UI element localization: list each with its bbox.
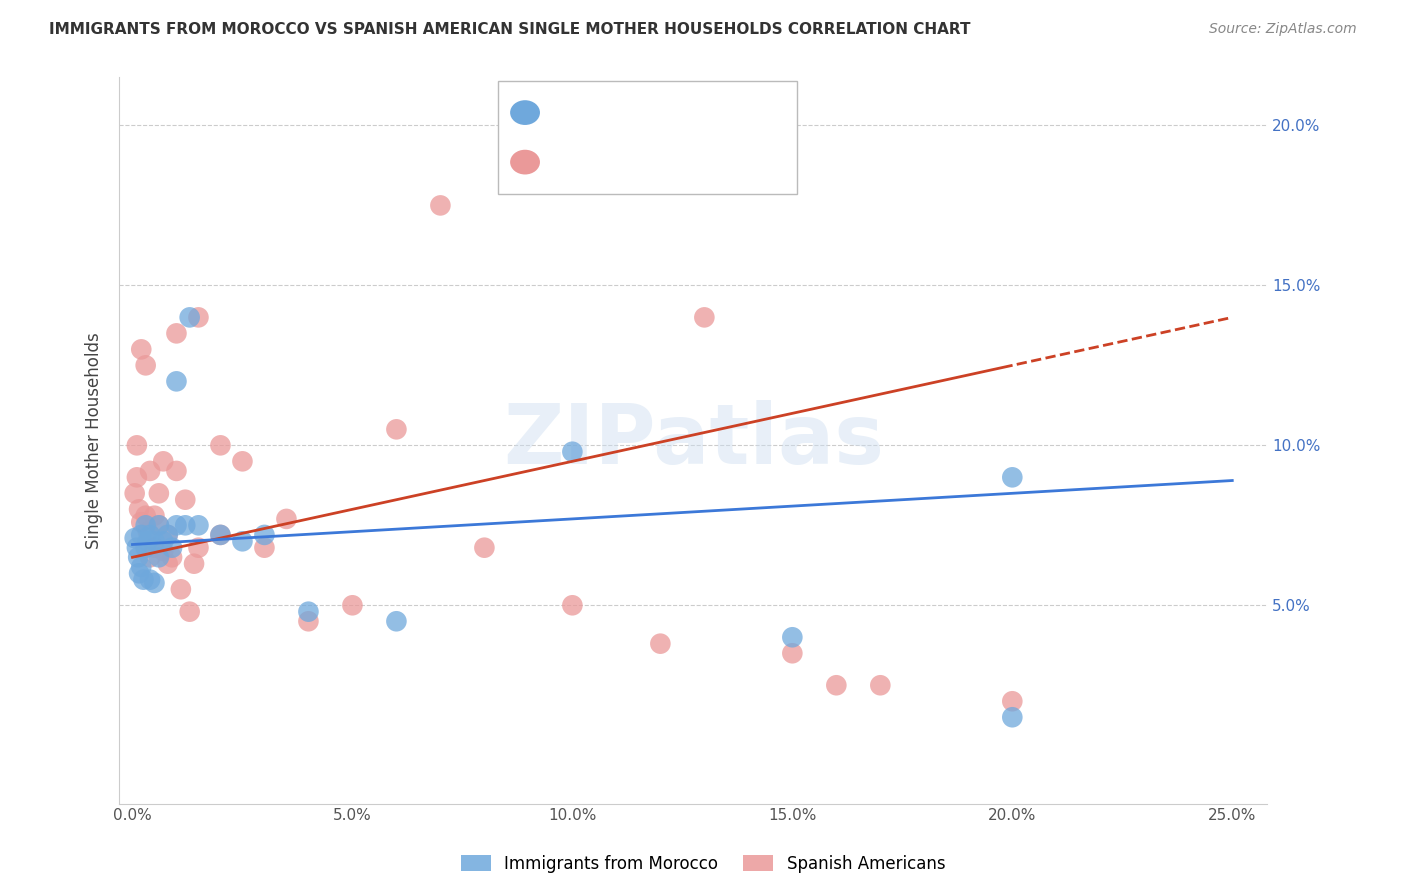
Point — [869, 678, 891, 692]
Point — [297, 605, 319, 619]
Point — [1001, 710, 1024, 724]
Point — [170, 582, 193, 597]
Point — [143, 541, 166, 555]
Point — [209, 438, 232, 452]
Point — [561, 444, 583, 458]
Point — [187, 518, 209, 533]
Point — [209, 528, 232, 542]
Point — [127, 550, 149, 565]
Point — [129, 560, 152, 574]
Point — [136, 534, 159, 549]
Point — [179, 605, 201, 619]
Point — [187, 541, 209, 555]
Legend: Immigrants from Morocco, Spanish Americans: Immigrants from Morocco, Spanish America… — [454, 848, 952, 880]
Text: ZIPatlas: ZIPatlas — [503, 400, 884, 481]
Point — [128, 502, 150, 516]
Point — [297, 614, 319, 628]
Point — [132, 573, 155, 587]
Point — [124, 531, 146, 545]
Point — [650, 637, 672, 651]
Point — [174, 518, 197, 533]
Point — [1001, 694, 1024, 708]
Point — [187, 310, 209, 325]
Point — [166, 375, 188, 389]
Point — [166, 518, 188, 533]
Point — [129, 528, 152, 542]
Point — [135, 541, 157, 555]
Point — [135, 518, 157, 533]
Point — [125, 541, 148, 555]
Point — [342, 599, 364, 613]
Point — [135, 508, 157, 523]
Point — [129, 343, 152, 357]
Point — [135, 359, 157, 373]
Point — [825, 678, 848, 692]
Point — [125, 438, 148, 452]
Point — [125, 470, 148, 484]
Point — [166, 326, 188, 341]
Point — [148, 486, 170, 500]
Point — [148, 518, 170, 533]
Point — [143, 508, 166, 523]
Point — [209, 528, 232, 542]
Point — [179, 310, 201, 325]
Point — [231, 454, 253, 468]
Point — [156, 528, 179, 542]
Text: Source: ZipAtlas.com: Source: ZipAtlas.com — [1209, 22, 1357, 37]
Point — [152, 544, 174, 558]
Point — [156, 557, 179, 571]
Point — [693, 310, 716, 325]
Point — [156, 528, 179, 542]
Point — [385, 614, 408, 628]
Point — [276, 512, 298, 526]
Point — [782, 630, 804, 644]
Point — [143, 534, 166, 549]
Point — [253, 528, 276, 542]
Point — [124, 486, 146, 500]
Point — [561, 599, 583, 613]
Point — [148, 550, 170, 565]
Point — [152, 534, 174, 549]
Point — [174, 492, 197, 507]
Point — [429, 198, 451, 212]
Point — [160, 550, 183, 565]
Point — [253, 541, 276, 555]
Point — [136, 524, 159, 539]
Point — [148, 518, 170, 533]
Point — [782, 646, 804, 660]
Point — [385, 422, 408, 436]
Point — [166, 464, 188, 478]
Point — [129, 515, 152, 529]
Point — [183, 557, 205, 571]
Text: IMMIGRANTS FROM MOROCCO VS SPANISH AMERICAN SINGLE MOTHER HOUSEHOLDS CORRELATION: IMMIGRANTS FROM MOROCCO VS SPANISH AMERI… — [49, 22, 970, 37]
Point — [139, 464, 162, 478]
Point — [1001, 470, 1024, 484]
Point — [139, 550, 162, 565]
Point — [143, 575, 166, 590]
Point — [139, 528, 162, 542]
Point — [139, 573, 162, 587]
Point — [128, 566, 150, 581]
Point — [160, 541, 183, 555]
Y-axis label: Single Mother Households: Single Mother Households — [86, 332, 103, 549]
Point — [231, 534, 253, 549]
Point — [152, 454, 174, 468]
Point — [474, 541, 496, 555]
